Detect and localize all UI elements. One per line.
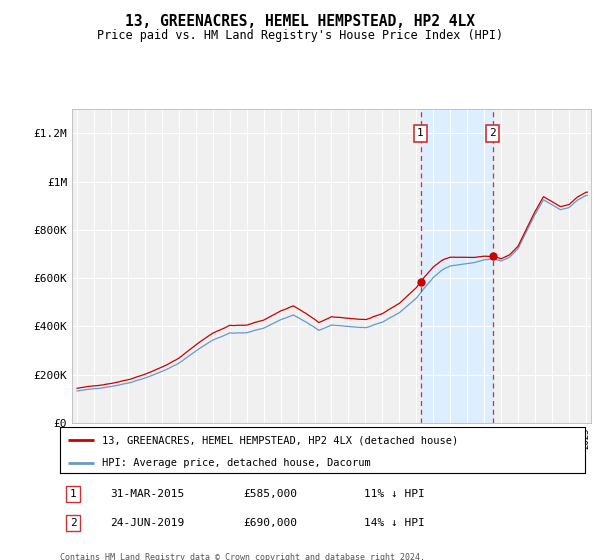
Text: 14% ↓ HPI: 14% ↓ HPI <box>365 518 425 528</box>
Text: 11% ↓ HPI: 11% ↓ HPI <box>365 489 425 499</box>
Text: HPI: Average price, detached house, Dacorum: HPI: Average price, detached house, Daco… <box>102 458 371 468</box>
Text: 1: 1 <box>70 489 77 499</box>
Text: £690,000: £690,000 <box>244 518 298 528</box>
Text: 2: 2 <box>70 518 77 528</box>
Text: £585,000: £585,000 <box>244 489 298 499</box>
Text: Contains HM Land Registry data © Crown copyright and database right 2024.
This d: Contains HM Land Registry data © Crown c… <box>60 553 425 560</box>
Bar <box>421 109 493 423</box>
Text: Price paid vs. HM Land Registry's House Price Index (HPI): Price paid vs. HM Land Registry's House … <box>97 29 503 42</box>
Text: 2: 2 <box>489 128 496 138</box>
Text: 13, GREENACRES, HEMEL HEMPSTEAD, HP2 4LX: 13, GREENACRES, HEMEL HEMPSTEAD, HP2 4LX <box>125 14 475 29</box>
Text: 24-JUN-2019: 24-JUN-2019 <box>110 518 184 528</box>
Text: 13, GREENACRES, HEMEL HEMPSTEAD, HP2 4LX (detached house): 13, GREENACRES, HEMEL HEMPSTEAD, HP2 4LX… <box>102 435 458 445</box>
Text: 31-MAR-2015: 31-MAR-2015 <box>110 489 184 499</box>
Text: 1: 1 <box>417 128 424 138</box>
